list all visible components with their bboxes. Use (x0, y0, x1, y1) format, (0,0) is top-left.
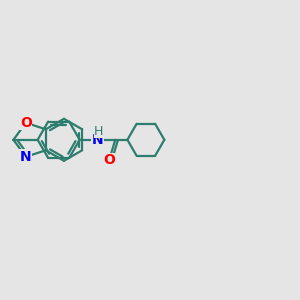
Text: N: N (20, 150, 32, 164)
Text: O: O (20, 116, 32, 130)
Text: H: H (94, 124, 103, 137)
Text: O: O (103, 153, 116, 167)
Text: N: N (92, 133, 103, 147)
